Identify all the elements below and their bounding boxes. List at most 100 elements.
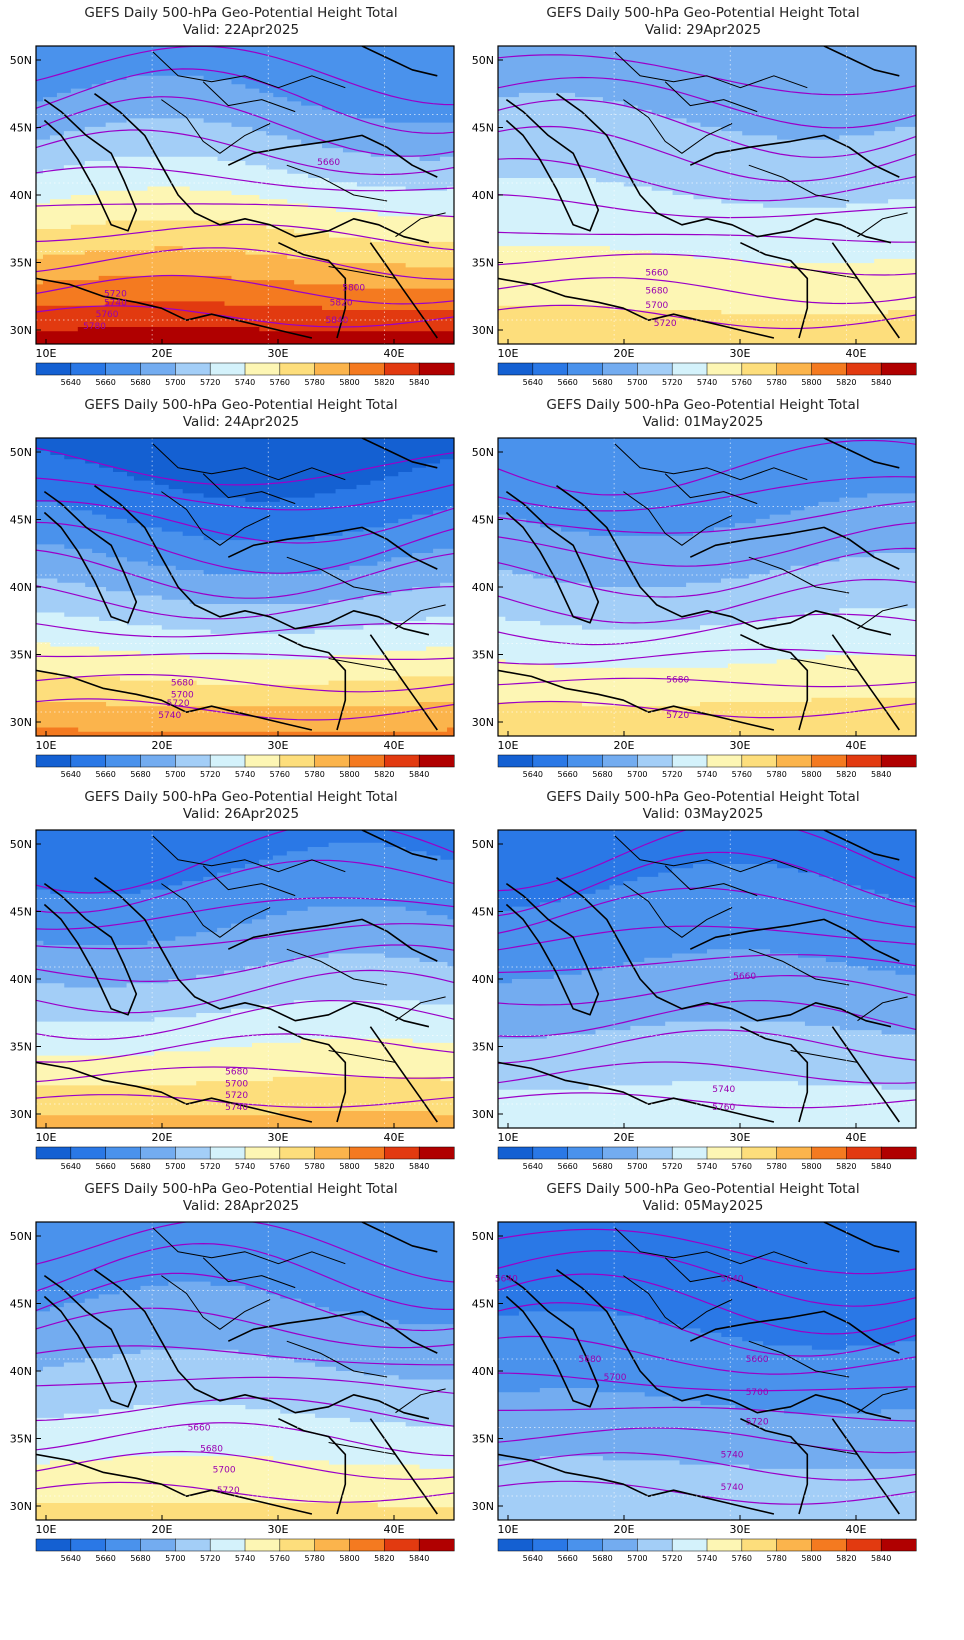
colorbar-swatch: [175, 1538, 211, 1552]
colorbar-swatch: [706, 362, 743, 376]
contour-label: 5660: [317, 158, 340, 168]
colorbar-label: 5700: [165, 1162, 185, 1171]
lat-label: 40N: [472, 1365, 494, 1378]
lat-label: 35N: [472, 1433, 494, 1446]
lat-label: 35N: [10, 257, 32, 270]
coastline: [227, 918, 438, 962]
colorbar-swatch: [35, 1538, 72, 1552]
contour-line: [36, 1094, 454, 1109]
contour-label: 5640: [721, 1275, 744, 1285]
coastline: [361, 1222, 438, 1253]
lon-label: 20E: [152, 739, 173, 752]
colorbar-swatch: [846, 1146, 882, 1160]
colorbar-swatch: [279, 1538, 316, 1552]
coastline: [831, 1026, 900, 1123]
coastline: [94, 93, 430, 244]
colorbar-swatch: [880, 1146, 917, 1160]
colorbar-swatch: [105, 362, 142, 376]
lon-label: 20E: [152, 347, 173, 360]
colorbar-swatch: [637, 1146, 673, 1160]
colorbar-label: 5720: [662, 1554, 682, 1563]
coastline: [740, 633, 809, 731]
contour-label: 5700: [171, 690, 194, 700]
lat-label: 50N: [10, 838, 32, 851]
coastline: [556, 93, 892, 244]
colorbar-swatch: [70, 362, 107, 376]
contour-line: [36, 500, 454, 544]
height-field: [36, 1222, 454, 1520]
colorbar-swatch: [741, 754, 778, 768]
lat-label: 30N: [10, 1108, 32, 1121]
coastline: [831, 634, 900, 731]
coastline: [369, 242, 438, 339]
contour-line: [36, 944, 454, 983]
colorbar-label: 5720: [200, 1554, 220, 1563]
lat-label: 50N: [472, 54, 494, 67]
colorbar-swatch: [602, 1538, 638, 1552]
colorbar-swatch: [880, 1538, 917, 1552]
coastline: [556, 1269, 892, 1420]
colorbar-swatch: [776, 362, 813, 376]
colorbar-swatch: [244, 362, 281, 376]
coastline: [831, 242, 900, 339]
lat-label: 50N: [10, 1230, 32, 1243]
contour-line: [36, 1345, 454, 1366]
colorbar-label: 5720: [200, 770, 220, 779]
lon-label: 10E: [36, 739, 57, 752]
contour-line: [498, 1228, 916, 1275]
height-band: [498, 864, 916, 984]
coastline: [369, 634, 438, 731]
country-border: [161, 1275, 271, 1330]
colorbar-label: 5760: [270, 378, 290, 387]
coastline: [94, 877, 430, 1028]
panel-title: GEFS Daily 500-hPa Geo-Potential Height …: [546, 1181, 860, 1197]
colorbar-label: 5740: [235, 1554, 255, 1563]
colorbar-swatch: [811, 362, 847, 376]
colorbar-label: 5740: [697, 378, 717, 387]
height-band: [36, 1222, 454, 1325]
lat-label: 40N: [10, 973, 32, 986]
coastline: [831, 1418, 900, 1515]
colorbar-swatch: [532, 362, 569, 376]
coastline: [689, 1310, 900, 1354]
coastline: [43, 1274, 138, 1408]
coastline: [505, 490, 600, 624]
lon-label: 10E: [36, 347, 57, 360]
map-panel: GEFS Daily 500-hPa Geo-Potential Height …: [0, 784, 482, 1194]
height-map: 5660 5680 5700 5720 50N 45N 40N 35N 30N 10E 20E 30E…: [472, 45, 917, 387]
colorbar-swatch: [384, 1538, 420, 1552]
contour-label: 5740: [225, 1103, 248, 1113]
height-band: [498, 949, 916, 1039]
colorbar-label: 5820: [836, 378, 856, 387]
contour-line: [498, 194, 916, 219]
coastline: [740, 241, 809, 339]
lat-label: 45N: [472, 906, 494, 919]
contour-line: [36, 830, 454, 894]
country-border: [623, 99, 733, 154]
country-border: [748, 948, 850, 986]
colorbar-label: 5820: [836, 1162, 856, 1171]
contour-label: 5680: [579, 1355, 602, 1365]
lat-label: 45N: [10, 122, 32, 135]
colorbar-swatch: [175, 754, 211, 768]
country-border: [664, 473, 758, 505]
lon-label: 10E: [36, 1523, 57, 1536]
contour-line: [498, 439, 916, 496]
map-panel: GEFS Daily 500-hPa Geo-Potential Height …: [0, 392, 482, 802]
lon-label: 10E: [498, 347, 519, 360]
contour-label: 5720: [167, 699, 190, 709]
lat-label: 30N: [10, 324, 32, 337]
colorbar-swatch: [140, 754, 176, 768]
height-map: 5680 5720 50N 45N 40N 35N 30N 10E 20E 30E 40E 5640 5…: [472, 437, 917, 779]
lon-label: 30E: [730, 739, 751, 752]
height-field: [36, 830, 454, 1128]
lon-label: 30E: [730, 1131, 751, 1144]
country-border: [395, 996, 446, 1022]
height-field: [498, 46, 916, 344]
colorbar-swatch: [741, 362, 778, 376]
lat-label: 45N: [10, 514, 32, 527]
colorbar-label: 5760: [732, 1554, 752, 1563]
height-band: [498, 438, 916, 537]
country-border: [395, 212, 446, 238]
colorbar-swatch: [811, 754, 847, 768]
